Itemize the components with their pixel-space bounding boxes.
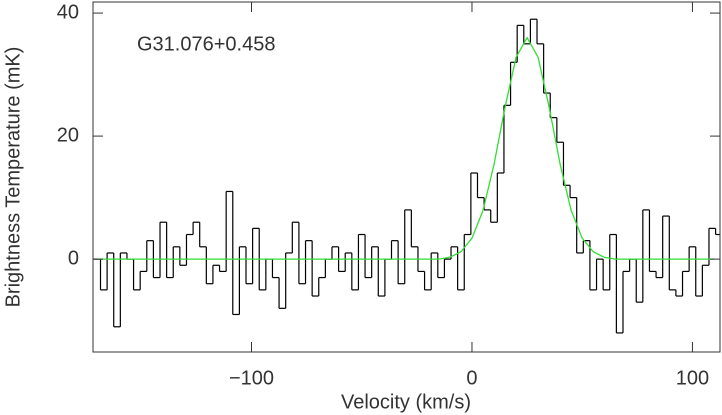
plot-area <box>93 18 720 334</box>
y-tick-label: 40 <box>57 1 79 23</box>
plot-frame <box>92 1 721 353</box>
y-axis-label: Brightness Temperature (mK) <box>2 47 24 308</box>
annotation: G31.076+0.458 <box>137 33 275 55</box>
y-tick-label: 20 <box>57 124 79 146</box>
fit-curve <box>97 36 715 260</box>
x-axis-label: Velocity (km/s) <box>341 391 471 413</box>
x-tick-label: 0 <box>466 367 477 389</box>
x-tick-label: 100 <box>676 367 709 389</box>
y-tick-label: 0 <box>68 247 79 269</box>
x-tick-label: −100 <box>229 367 274 389</box>
